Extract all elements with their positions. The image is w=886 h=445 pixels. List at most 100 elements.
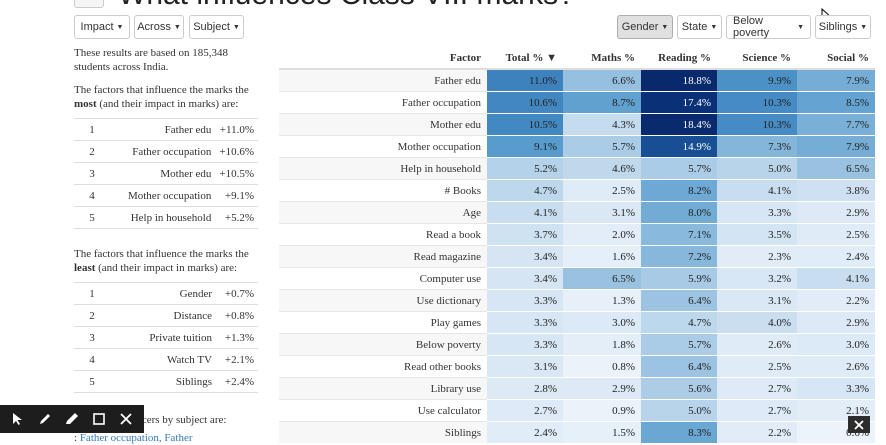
value-cell: 3.2% bbox=[717, 267, 797, 290]
value-cell: 14.9% bbox=[641, 135, 717, 158]
most-heading-post: (and their impact in marks) are: bbox=[99, 98, 239, 110]
value-cell: 3.5% bbox=[717, 223, 797, 246]
table-row: Below poverty 3.3% 1.8% 5.7% 2.6% 3.0% bbox=[279, 333, 875, 356]
left-subject-dropdown[interactable]: Subject ▼ bbox=[189, 15, 244, 39]
table-row: Father occupation 10.6% 8.7% 17.4% 10.3% 8.5% bbox=[279, 91, 875, 114]
value-cell: 3.7% bbox=[487, 223, 563, 246]
least-heading-post: (and their impact in marks) are: bbox=[98, 262, 238, 274]
value-cell: 3.3% bbox=[797, 377, 875, 400]
value-cell: 3.4% bbox=[487, 245, 563, 268]
factor-cell: # Books bbox=[279, 179, 487, 202]
factor-cell: Siblings bbox=[279, 421, 487, 443]
rank-rank: 3 bbox=[74, 326, 110, 349]
table-row: Mother edu 10.5% 4.3% 18.4% 10.3% 7.7% bbox=[279, 113, 875, 136]
column-header-reading[interactable]: Reading % bbox=[641, 47, 717, 70]
value-cell: 3.0% bbox=[563, 311, 641, 334]
factor-cell: Read a book bbox=[279, 223, 487, 246]
summary-panel: These results are based on 185,348 stude… bbox=[74, 46, 258, 445]
corner-close-icon[interactable] bbox=[848, 416, 870, 433]
value-cell: 2.9% bbox=[563, 377, 641, 400]
value-cell: 2.5% bbox=[797, 223, 875, 246]
rectangle-icon[interactable] bbox=[90, 410, 108, 428]
value-cell: 5.7% bbox=[563, 135, 641, 158]
column-header-factor[interactable]: Factor bbox=[279, 47, 487, 70]
value-cell: 4.3% bbox=[563, 113, 641, 136]
value-cell: 10.5% bbox=[487, 113, 563, 136]
dropdown-label: State bbox=[681, 21, 708, 33]
subject-influencers-link[interactable]: Father occupation, Father bbox=[79, 432, 193, 444]
rank-rank: 5 bbox=[74, 206, 110, 229]
dropdown-label: Impact bbox=[80, 21, 114, 33]
right-gender-dropdown[interactable]: Gender ▼ bbox=[617, 15, 673, 39]
least-influencers-table: 1 Gender +0.7% 2 Distance +0.8% 3 Private tuiti… bbox=[74, 282, 258, 393]
rank-impact: +2.1% bbox=[216, 348, 258, 371]
table-row: Use calculator 2.7% 0.9% 5.0% 2.7% 2.1% bbox=[279, 399, 875, 422]
table-row: Mother occupation 9.1% 5.7% 14.9% 7.3% 7.9% bbox=[279, 135, 875, 158]
value-cell: 2.7% bbox=[717, 377, 797, 400]
page-title: What influences Class VIII marks? bbox=[118, 0, 575, 12]
value-cell: 1.3% bbox=[563, 289, 641, 312]
left-across-dropdown[interactable]: Across ▼ bbox=[134, 15, 184, 39]
column-header-social[interactable]: Social % bbox=[797, 47, 875, 70]
caret-down-icon: ▼ bbox=[661, 23, 669, 31]
right-siblings-dropdown[interactable]: Siblings ▼ bbox=[815, 15, 871, 39]
table-row: Age 4.1% 3.1% 8.0% 3.3% 2.9% bbox=[279, 201, 875, 224]
title-collapse-button[interactable] bbox=[74, 0, 104, 8]
value-cell: 2.8% bbox=[487, 377, 563, 400]
rank-row: 5 Siblings +2.4% bbox=[74, 370, 258, 393]
rank-factor: Father occupation bbox=[110, 140, 216, 163]
value-cell: 6.4% bbox=[641, 289, 717, 312]
column-header-science[interactable]: Science % bbox=[717, 47, 797, 70]
dropdown-label: Subject bbox=[193, 21, 230, 33]
close-icon[interactable] bbox=[117, 410, 135, 428]
value-cell: 8.7% bbox=[563, 91, 641, 114]
rank-rank: 1 bbox=[74, 282, 110, 305]
right-state-dropdown[interactable]: State ▼ bbox=[677, 15, 722, 39]
value-cell: 7.2% bbox=[641, 245, 717, 268]
value-cell: 10.3% bbox=[717, 113, 797, 136]
value-cell: 3.1% bbox=[487, 355, 563, 378]
rank-row: 3 Private tuition +1.3% bbox=[74, 326, 258, 349]
value-cell: 7.9% bbox=[797, 135, 875, 158]
value-cell: 1.5% bbox=[563, 421, 641, 443]
dropdown-label: Siblings bbox=[818, 21, 858, 33]
caret-down-icon: ▼ bbox=[232, 23, 240, 31]
rank-factor: Private tuition bbox=[110, 326, 216, 349]
factor-cell: Help in household bbox=[279, 157, 487, 180]
rank-rank: 2 bbox=[74, 304, 110, 327]
value-cell: 8.0% bbox=[641, 201, 717, 224]
value-cell: 6.5% bbox=[797, 157, 875, 180]
rank-row: 1 Gender +0.7% bbox=[74, 282, 258, 305]
column-header-total[interactable]: Total % ▼ bbox=[487, 47, 563, 70]
highlighter-icon[interactable] bbox=[63, 410, 81, 428]
least-heading-emphasis: least bbox=[74, 262, 96, 274]
value-cell: 5.0% bbox=[641, 399, 717, 422]
left-impact-dropdown[interactable]: Impact ▼ bbox=[74, 15, 130, 39]
factor-cell: Read other books bbox=[279, 355, 487, 378]
caret-down-icon: ▼ bbox=[173, 23, 181, 31]
least-heading-pre: The factors that influence the marks the bbox=[74, 248, 249, 260]
value-cell: 2.7% bbox=[487, 399, 563, 422]
summary-intro: These results are based on 185,348 stude… bbox=[74, 47, 228, 73]
table-row: Father edu 11.0% 6.6% 18.8% 9.9% 7.9% bbox=[279, 68, 875, 92]
dropdown-label: Gender bbox=[621, 21, 659, 33]
rank-rank: 5 bbox=[74, 370, 110, 393]
annotation-toolbar bbox=[0, 405, 144, 433]
pointer-icon[interactable] bbox=[9, 410, 27, 428]
table-row: Help in household 5.2% 4.6% 5.7% 5.0% 6.5% bbox=[279, 157, 875, 180]
value-cell: 3.3% bbox=[487, 333, 563, 356]
caret-down-icon: ▼ bbox=[860, 23, 868, 31]
right-below-poverty-dropdown[interactable]: Below poverty ▼ bbox=[726, 15, 811, 39]
pen-icon[interactable] bbox=[36, 410, 54, 428]
value-cell: 4.1% bbox=[487, 201, 563, 224]
value-cell: 3.0% bbox=[797, 333, 875, 356]
most-heading: The factors that influence the marks the… bbox=[74, 83, 258, 111]
rank-factor: Watch TV bbox=[110, 348, 216, 371]
value-cell: 5.2% bbox=[487, 157, 563, 180]
column-header-maths[interactable]: Maths % bbox=[563, 47, 641, 70]
value-cell: 3.4% bbox=[487, 267, 563, 290]
table-row: Read magazine 3.4% 1.6% 7.2% 2.3% 2.4% bbox=[279, 245, 875, 268]
value-cell: 2.1% bbox=[797, 399, 875, 422]
factor-cell: Use dictionary bbox=[279, 289, 487, 312]
table-row: Read a book 3.7% 2.0% 7.1% 3.5% 2.5% bbox=[279, 223, 875, 246]
